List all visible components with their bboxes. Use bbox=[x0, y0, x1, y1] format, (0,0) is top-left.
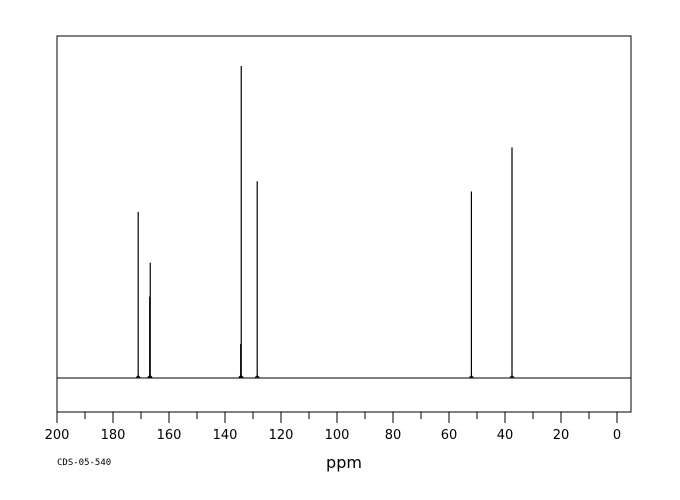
x-tick-label: 0 bbox=[613, 428, 621, 443]
spectrum-peak-base bbox=[468, 375, 474, 379]
x-tick-label: 40 bbox=[497, 428, 514, 443]
spectrum-peak-base bbox=[135, 375, 141, 379]
x-tick-label: 20 bbox=[553, 428, 570, 443]
x-tick-label: 200 bbox=[45, 428, 70, 443]
spectrum-peaks bbox=[135, 66, 515, 379]
spectrum-peak-base bbox=[238, 375, 244, 379]
spectrum-peak-base bbox=[254, 375, 260, 379]
x-axis-label: ppm bbox=[326, 453, 362, 472]
spectrum-peak-base bbox=[509, 375, 515, 379]
x-tick-label: 180 bbox=[101, 428, 126, 443]
spectrum-code: CDS-05-540 bbox=[57, 458, 111, 468]
x-axis-ticks: 200 180 160 140 120 100 80 60 40 20 0 bbox=[45, 412, 621, 443]
x-tick-label: 60 bbox=[441, 428, 458, 443]
x-tick-label: 120 bbox=[269, 428, 294, 443]
plot-frame bbox=[56, 35, 632, 413]
spectrum-peak-base bbox=[147, 375, 153, 379]
x-tick-label: 100 bbox=[325, 428, 350, 443]
x-tick-label: 140 bbox=[213, 428, 238, 443]
x-tick-label: 80 bbox=[385, 428, 402, 443]
x-tick-label: 160 bbox=[157, 428, 182, 443]
